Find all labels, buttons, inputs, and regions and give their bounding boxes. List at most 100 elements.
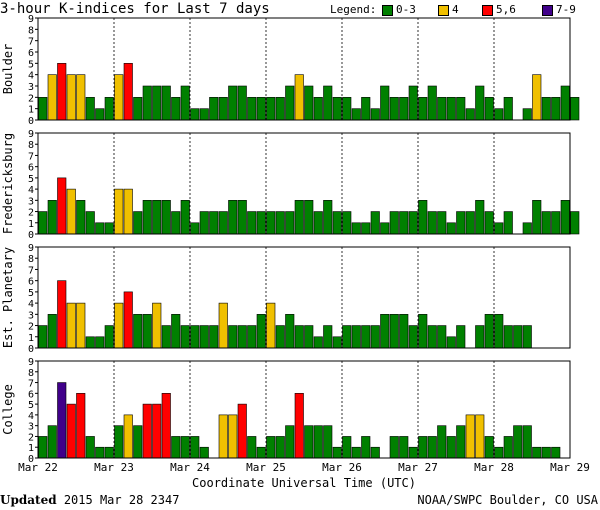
k-bar bbox=[57, 280, 67, 349]
y-tick-label: 9 bbox=[28, 129, 34, 140]
k-bar bbox=[313, 211, 323, 235]
k-bar bbox=[532, 446, 542, 459]
k-bar bbox=[342, 211, 352, 235]
k-bar bbox=[209, 97, 219, 121]
legend-item-text: 0-3 bbox=[396, 3, 416, 16]
k-bar bbox=[237, 325, 247, 349]
k-bar bbox=[142, 403, 152, 459]
y-tick-label: 1 bbox=[28, 219, 34, 230]
k-bar bbox=[133, 425, 143, 459]
k-bar bbox=[123, 414, 133, 459]
k-bar bbox=[199, 108, 209, 121]
k-bar bbox=[351, 108, 361, 121]
k-bar bbox=[494, 314, 504, 349]
updated-value: 2015 Mar 28 2347 bbox=[56, 493, 180, 507]
panel-frame bbox=[37, 17, 571, 121]
k-bar bbox=[123, 63, 133, 121]
y-tick-label: 4 bbox=[28, 71, 34, 82]
k-bar bbox=[475, 325, 485, 349]
k-bar bbox=[285, 211, 295, 235]
k-bar bbox=[152, 403, 162, 459]
y-tick-label: 7 bbox=[28, 265, 34, 276]
k-bar bbox=[522, 108, 532, 121]
k-bar bbox=[38, 211, 48, 235]
k-bar bbox=[304, 200, 314, 235]
k-bar bbox=[171, 97, 181, 121]
y-tick-label: 1 bbox=[28, 333, 34, 344]
chart-title: 3-hour K-indices for Last 7 days bbox=[0, 1, 270, 17]
k-bar bbox=[247, 325, 257, 349]
k-bar bbox=[47, 74, 57, 121]
k-bar bbox=[332, 97, 342, 121]
y-tick-label: 0 bbox=[28, 454, 34, 465]
k-bar bbox=[76, 74, 86, 121]
x-tick-label: Mar 29 bbox=[550, 461, 590, 474]
source-credit: NOAA/SWPC Boulder, CO USA bbox=[417, 493, 598, 507]
k-bar bbox=[247, 211, 257, 235]
x-tick-label: Mar 26 bbox=[322, 461, 362, 474]
k-bar bbox=[361, 97, 371, 121]
k-bar bbox=[332, 336, 342, 349]
k-bar bbox=[427, 211, 437, 235]
k-bar bbox=[209, 325, 219, 349]
k-bar bbox=[266, 211, 276, 235]
k-bar bbox=[171, 314, 181, 349]
k-bar bbox=[361, 436, 371, 459]
k-bar bbox=[408, 211, 418, 235]
k-bar bbox=[95, 222, 105, 235]
k-bar bbox=[228, 200, 238, 235]
k-bar bbox=[38, 325, 48, 349]
k-bar bbox=[114, 425, 124, 459]
k-bar bbox=[85, 97, 95, 121]
k-bar bbox=[541, 97, 551, 121]
k-bar bbox=[560, 85, 570, 121]
k-bar bbox=[228, 85, 238, 121]
k-bar bbox=[256, 314, 266, 349]
k-bar bbox=[418, 200, 428, 235]
k-bar bbox=[76, 393, 86, 459]
k-bar bbox=[389, 436, 399, 459]
k-bar bbox=[408, 325, 418, 349]
y-tick-label: 6 bbox=[28, 277, 34, 288]
k-bar bbox=[266, 436, 276, 459]
y-tick-label: 7 bbox=[28, 37, 34, 48]
k-bar bbox=[361, 222, 371, 235]
k-bar bbox=[342, 325, 352, 349]
legend-item-text: 7-9 bbox=[556, 3, 576, 16]
k-bar bbox=[237, 403, 247, 459]
k-bar bbox=[256, 446, 266, 459]
k-bar bbox=[209, 211, 219, 235]
y-tick-label: 8 bbox=[28, 25, 34, 36]
k-bar bbox=[465, 414, 475, 459]
y-tick-label: 8 bbox=[28, 140, 34, 151]
k-bar bbox=[380, 314, 390, 349]
k-bar bbox=[123, 291, 133, 349]
k-bar bbox=[418, 436, 428, 459]
y-tick-label: 6 bbox=[28, 48, 34, 59]
y-tick-label: 2 bbox=[28, 432, 34, 443]
k-bar bbox=[503, 325, 513, 349]
k-bar bbox=[161, 325, 171, 349]
k-bar bbox=[247, 97, 257, 121]
k-bar bbox=[541, 446, 551, 459]
k-bar bbox=[95, 336, 105, 349]
k-bar bbox=[47, 200, 57, 235]
k-bar bbox=[285, 425, 295, 459]
k-bar bbox=[494, 108, 504, 121]
k-bar bbox=[247, 436, 257, 459]
k-bar bbox=[304, 85, 314, 121]
k-bar bbox=[85, 436, 95, 459]
y-tick-label: 5 bbox=[28, 59, 34, 70]
k-bar bbox=[560, 200, 570, 235]
k-bar bbox=[57, 63, 67, 121]
k-bar bbox=[199, 446, 209, 459]
k-bar bbox=[437, 425, 447, 459]
k-bar bbox=[104, 325, 114, 349]
k-bar bbox=[570, 211, 580, 235]
k-bar bbox=[228, 325, 238, 349]
k-bar bbox=[465, 108, 475, 121]
k-bar bbox=[114, 302, 124, 349]
k-bar bbox=[142, 85, 152, 121]
k-bar bbox=[294, 393, 304, 459]
